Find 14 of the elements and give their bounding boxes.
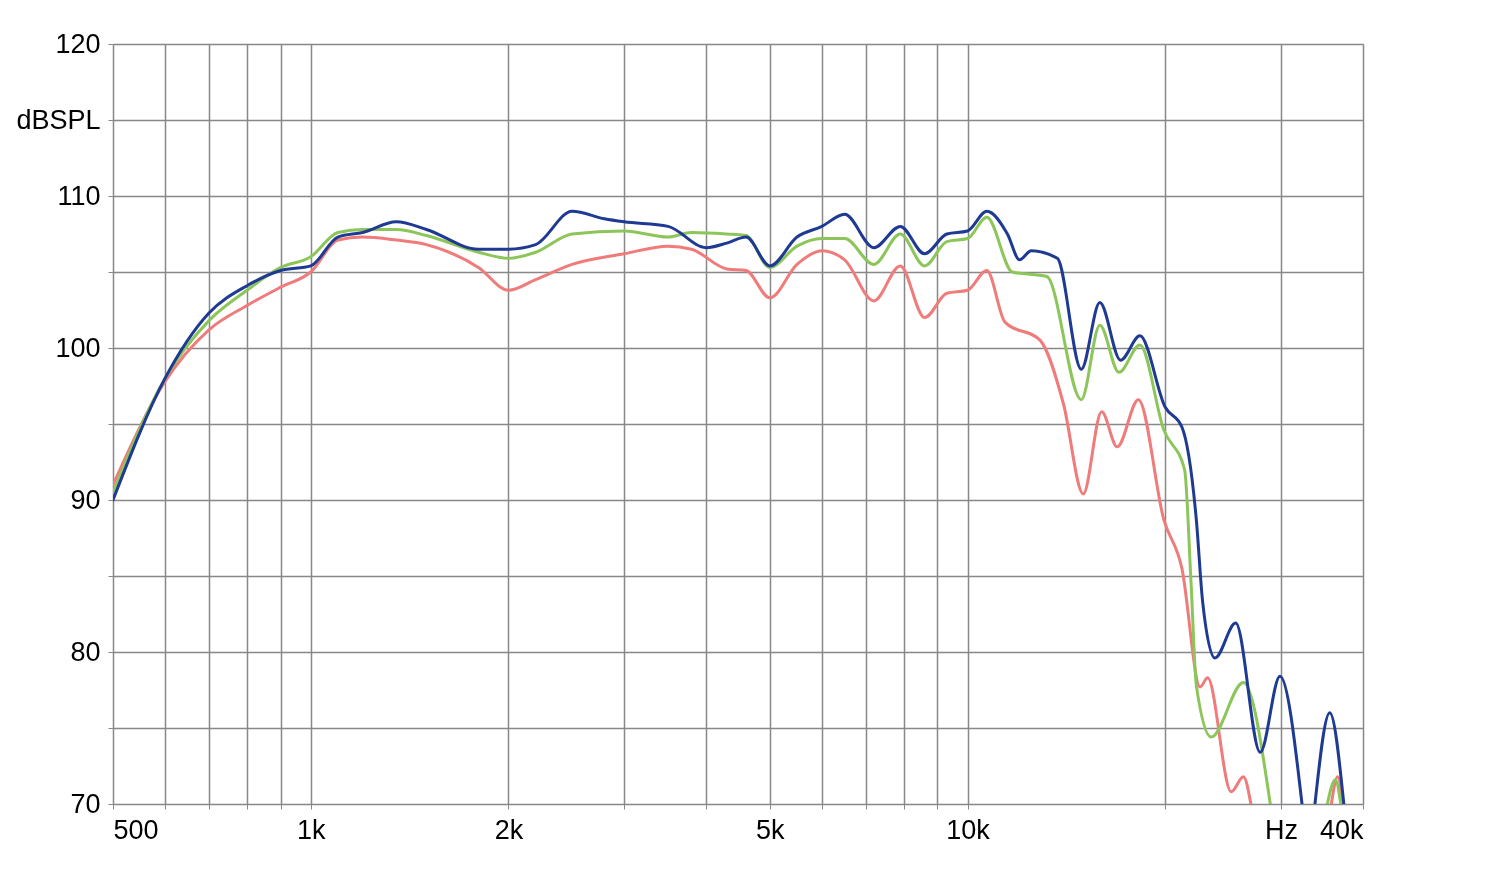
x-tick-label: 1k [296, 814, 326, 845]
y-tick-label: 100 [55, 332, 101, 363]
y-tick-label: 120 [55, 28, 101, 59]
y-tick-label: 70 [70, 788, 101, 819]
x-tick-label: Hz [1264, 814, 1298, 845]
x-tick-label: 10k [946, 814, 991, 845]
x-tick-label: 5k [756, 814, 786, 845]
x-tick-label: 500 [113, 814, 159, 845]
x-tick-label: 40k [1319, 814, 1364, 845]
x-tick-label: 2k [494, 814, 524, 845]
y-tick-label: dBSPL [16, 104, 101, 135]
y-tick-label: 90 [70, 484, 101, 515]
y-tick-label: 80 [70, 636, 101, 667]
y-tick-label: 110 [57, 180, 101, 211]
